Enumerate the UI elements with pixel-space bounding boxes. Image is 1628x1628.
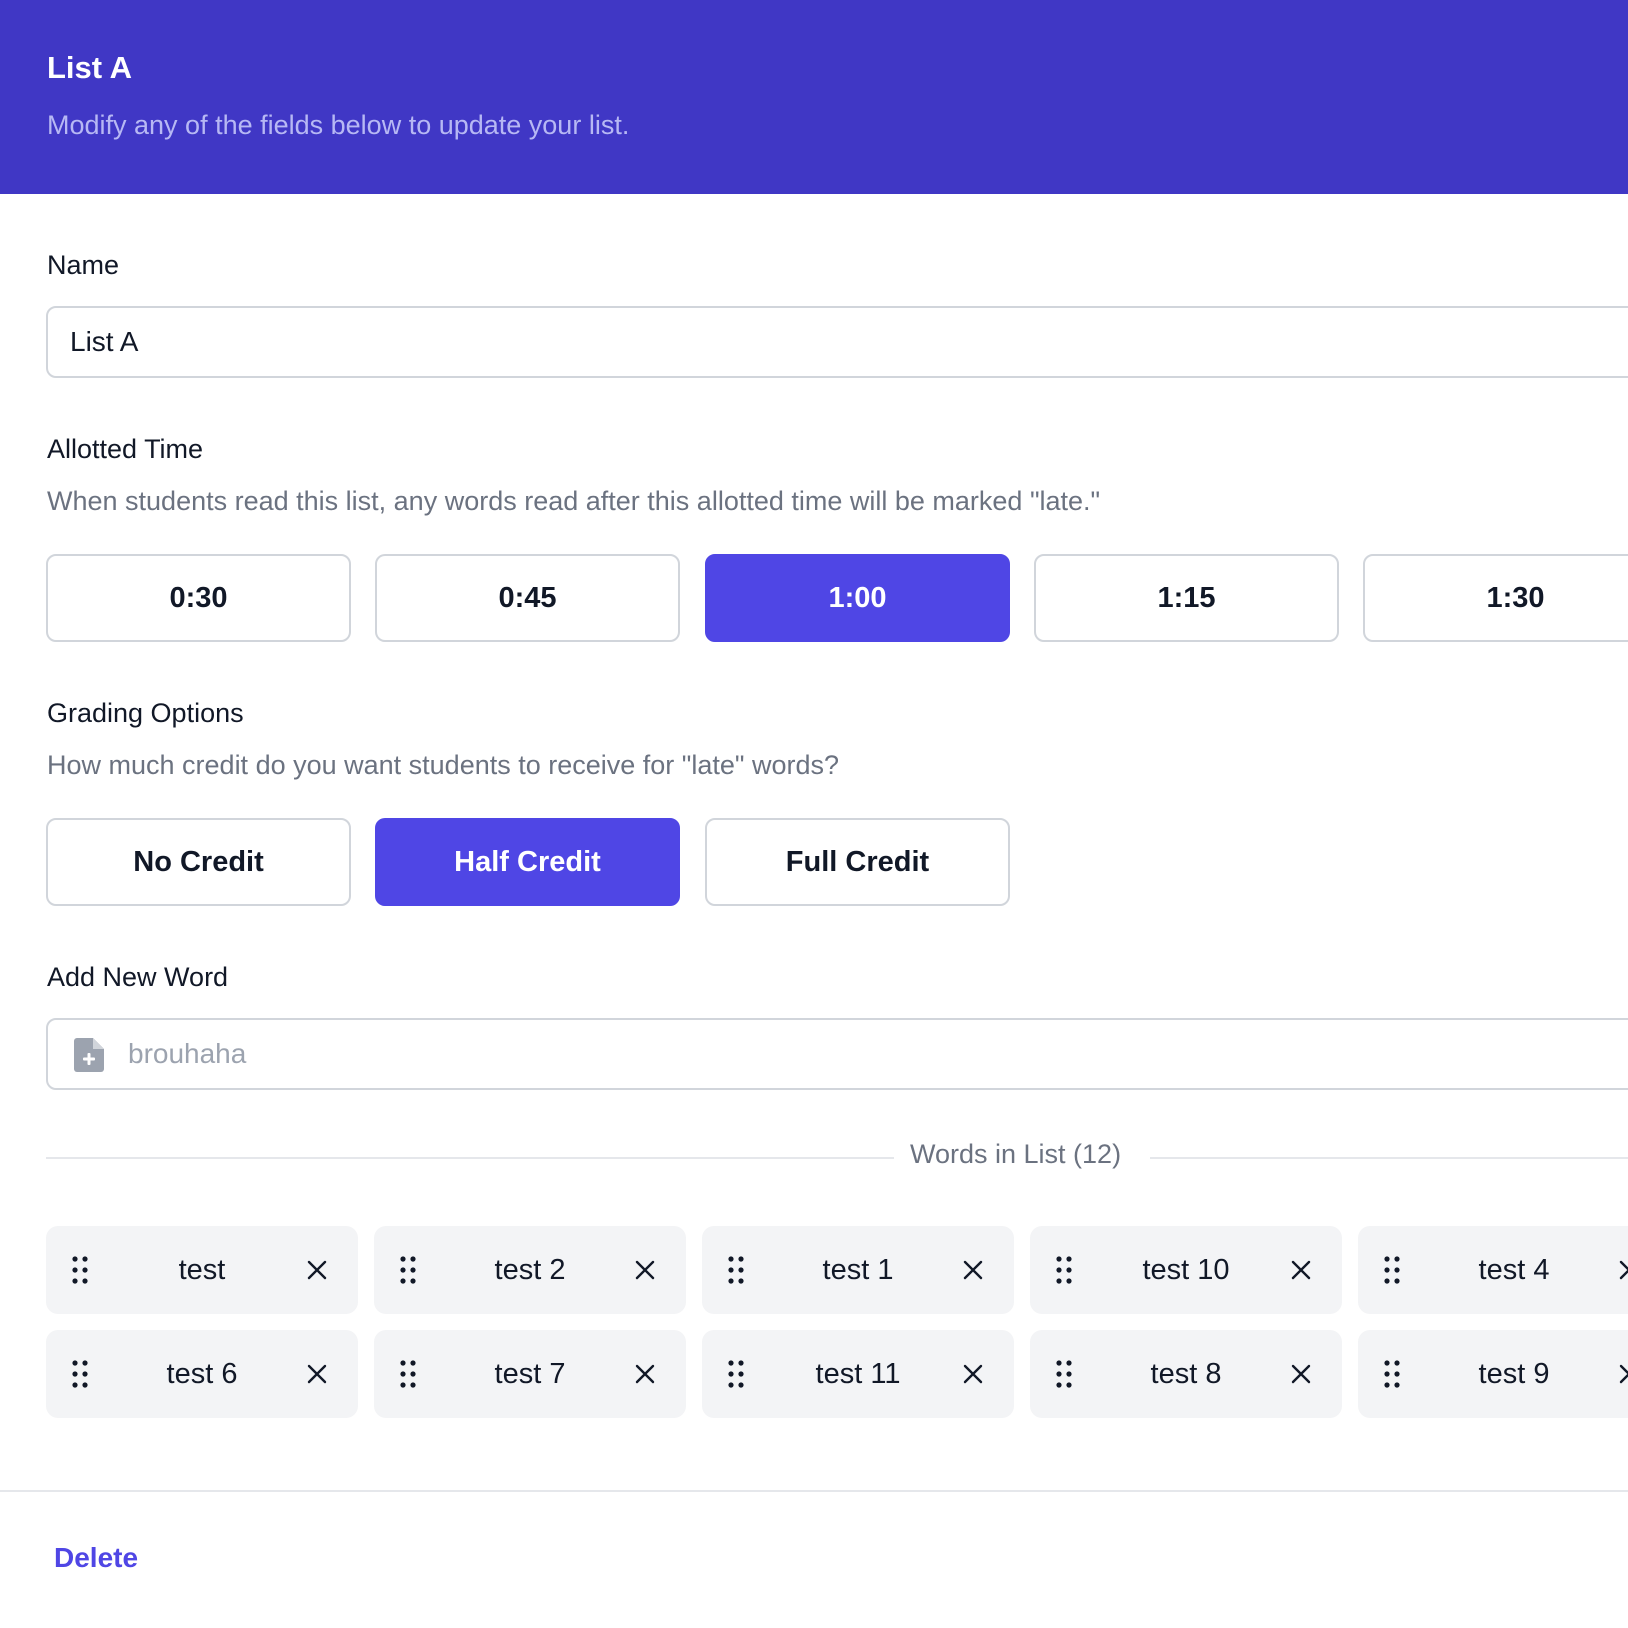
drag-handle-icon[interactable] xyxy=(400,1360,416,1388)
delete-button[interactable]: Delete xyxy=(54,1542,139,1573)
word-chip[interactable]: test 9 xyxy=(1358,1330,1628,1418)
word-chip[interactable]: test 6 xyxy=(46,1330,358,1418)
word-chip[interactable]: test 11 xyxy=(702,1330,1014,1418)
close-icon[interactable] xyxy=(1290,1259,1312,1281)
page-subtitle: Modify any of the fields below to update… xyxy=(47,110,630,140)
drag-handle-icon[interactable] xyxy=(1056,1256,1072,1284)
time-option-0-30[interactable]: 0:30 xyxy=(46,554,351,642)
close-icon[interactable] xyxy=(306,1259,328,1281)
drag-handle-icon[interactable] xyxy=(400,1256,416,1284)
word-chip-label: test 11 xyxy=(815,1357,901,1390)
word-chip[interactable]: test 4 xyxy=(1358,1226,1628,1314)
word-chip-label: test 1 xyxy=(822,1253,894,1286)
document-plus-icon xyxy=(74,1038,104,1072)
name-label: Name xyxy=(47,250,120,280)
word-chip[interactable]: test 2 xyxy=(374,1226,686,1314)
close-icon[interactable] xyxy=(634,1259,656,1281)
close-icon[interactable] xyxy=(962,1363,984,1385)
close-icon[interactable] xyxy=(1618,1259,1628,1281)
divider-line-left xyxy=(46,1157,894,1159)
close-icon[interactable] xyxy=(962,1259,984,1281)
word-chip-label: test 8 xyxy=(1150,1357,1222,1390)
word-chip-label: test 10 xyxy=(1142,1253,1230,1286)
divider-line-right xyxy=(1150,1157,1628,1159)
word-chip[interactable]: test 7 xyxy=(374,1330,686,1418)
word-chip[interactable]: test 10 xyxy=(1030,1226,1342,1314)
words-count-label: Words in List (12) xyxy=(910,1139,1122,1169)
drag-handle-icon[interactable] xyxy=(72,1256,88,1284)
drag-handle-icon[interactable] xyxy=(1384,1360,1400,1388)
grading-options-label: Grading Options xyxy=(47,698,244,728)
drag-handle-icon[interactable] xyxy=(1056,1360,1072,1388)
close-icon[interactable] xyxy=(634,1363,656,1385)
add-word-input[interactable] xyxy=(46,1018,1628,1090)
add-word-label: Add New Word xyxy=(47,962,229,992)
grading-option-no-credit[interactable]: No Credit xyxy=(46,818,351,906)
drag-handle-icon[interactable] xyxy=(1384,1256,1400,1284)
word-chip-label: test xyxy=(178,1253,226,1286)
allotted-time-help: When students read this list, any words … xyxy=(47,486,1101,516)
allotted-time-label: Allotted Time xyxy=(47,434,204,464)
time-option-1-00[interactable]: 1:00 xyxy=(705,554,1010,642)
grading-options-help: How much credit do you want students to … xyxy=(47,750,840,780)
word-chip-label: test 9 xyxy=(1478,1357,1550,1390)
close-icon[interactable] xyxy=(306,1363,328,1385)
word-chip-label: test 6 xyxy=(166,1357,238,1390)
close-icon[interactable] xyxy=(1618,1363,1628,1385)
word-chip[interactable]: test xyxy=(46,1226,358,1314)
time-option-0-45[interactable]: 0:45 xyxy=(375,554,680,642)
name-input[interactable] xyxy=(46,306,1628,378)
word-chip-label: test 7 xyxy=(494,1357,566,1390)
close-icon[interactable] xyxy=(1290,1363,1312,1385)
time-option-1-30[interactable]: 1:30 xyxy=(1363,554,1628,642)
time-option-1-15[interactable]: 1:15 xyxy=(1034,554,1339,642)
grading-option-full-credit[interactable]: Full Credit xyxy=(705,818,1010,906)
word-chip-label: test 4 xyxy=(1478,1253,1550,1286)
page-title: List A xyxy=(47,50,132,85)
page-header: List A Modify any of the fields below to… xyxy=(0,0,1628,194)
grading-option-half-credit[interactable]: Half Credit xyxy=(375,818,680,906)
drag-handle-icon[interactable] xyxy=(728,1256,744,1284)
word-chip-label: test 2 xyxy=(494,1253,566,1286)
drag-handle-icon[interactable] xyxy=(72,1360,88,1388)
drag-handle-icon[interactable] xyxy=(728,1360,744,1388)
footer-divider xyxy=(0,1490,1628,1492)
word-chip[interactable]: test 1 xyxy=(702,1226,1014,1314)
word-chip[interactable]: test 8 xyxy=(1030,1330,1342,1418)
